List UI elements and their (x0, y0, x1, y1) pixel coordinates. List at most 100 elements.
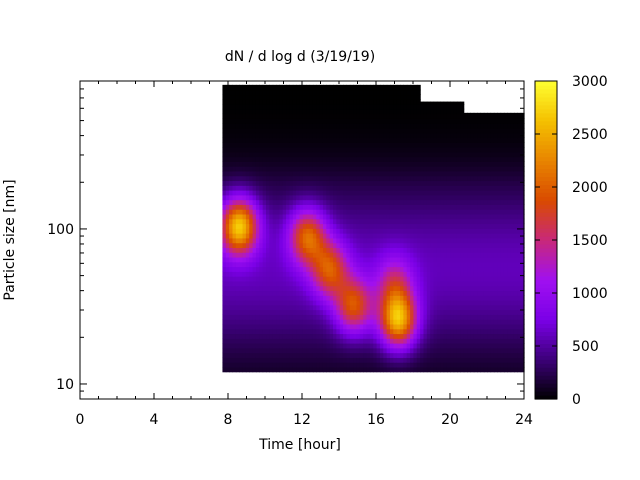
heatmap-cell (500, 175, 505, 182)
heatmap-cell (440, 161, 445, 167)
heatmap-cell (319, 151, 324, 158)
heatmap-cell (222, 285, 227, 292)
heatmap-cell (312, 319, 317, 325)
heatmap-cell (336, 127, 341, 134)
heatmap-cell (420, 343, 425, 349)
heatmap-cell (349, 166, 354, 172)
heatmap-cell (319, 127, 324, 134)
heatmap-cell (480, 112, 485, 115)
heatmap-cell (343, 151, 348, 158)
heatmap-cell (286, 280, 291, 287)
heatmap-cell (456, 323, 461, 330)
heatmap-cell (363, 343, 368, 349)
heatmap-cell (487, 137, 492, 143)
heatmap-cell (262, 123, 267, 129)
heatmap-cell (356, 242, 361, 248)
heatmap-cell (356, 94, 361, 100)
heatmap-cell (369, 209, 374, 215)
heatmap-cell (302, 156, 307, 162)
heatmap-cell (349, 357, 354, 363)
heatmap-cell (259, 108, 264, 115)
heatmap-cell (269, 132, 274, 139)
heatmap-cell (436, 190, 441, 196)
heatmap-cell (493, 261, 498, 268)
heatmap-cell (413, 256, 418, 263)
heatmap-cell (416, 142, 421, 148)
heatmap-cell (406, 137, 411, 143)
heatmap-cell (245, 84, 250, 91)
heatmap-cell (269, 256, 274, 263)
heatmap-cell (266, 299, 270, 306)
heatmap-cell (269, 362, 274, 368)
heatmap-cell (500, 247, 505, 253)
heatmap-cell (353, 175, 358, 182)
heatmap-cell (255, 333, 260, 339)
heatmap-cell (426, 314, 431, 320)
heatmap-cell (272, 84, 277, 91)
heatmap-cell (400, 276, 404, 282)
heatmap-cell (403, 328, 408, 335)
heatmap-cell (396, 142, 401, 148)
heatmap-cell (336, 347, 341, 354)
heatmap-cell (386, 299, 391, 306)
heatmap-cell (383, 314, 388, 320)
heatmap-cell (389, 276, 394, 282)
heatmap-cell (416, 99, 421, 105)
heatmap-cell (343, 185, 348, 191)
heatmap-cell (440, 299, 445, 306)
heatmap-cell (279, 108, 284, 115)
heatmap-cell (430, 127, 435, 134)
heatmap-cell (333, 252, 337, 258)
heatmap-cell (386, 347, 391, 354)
heatmap-cell (413, 132, 418, 139)
heatmap-cell (423, 362, 428, 368)
heatmap-cell (363, 237, 368, 244)
heatmap-cell (497, 142, 502, 148)
heatmap-cell (339, 170, 344, 177)
heatmap-cell (339, 328, 344, 335)
heatmap-cell (289, 170, 294, 177)
heatmap-cell (319, 328, 324, 335)
heatmap-cell (450, 237, 455, 244)
heatmap-cell (430, 285, 435, 292)
heatmap-cell (393, 295, 398, 301)
heatmap-cell (282, 295, 287, 301)
heatmap-cell (239, 199, 244, 205)
heatmap-cell (286, 290, 291, 296)
heatmap-cell (336, 256, 341, 263)
heatmap-cell (503, 151, 508, 158)
heatmap-cell (467, 213, 471, 220)
heatmap-cell (235, 175, 240, 182)
heatmap-cell (400, 94, 404, 100)
heatmap-cell (386, 266, 391, 272)
heatmap-cell (386, 161, 391, 167)
heatmap-cell (463, 362, 468, 368)
heatmap-cell (463, 151, 468, 158)
heatmap-cell (249, 228, 254, 234)
heatmap-cell (239, 99, 244, 105)
heatmap-cell (467, 242, 471, 248)
heatmap-cell (406, 175, 411, 182)
heatmap-cell (406, 290, 411, 296)
heatmap-cell (349, 314, 354, 320)
heatmap-cell (279, 223, 284, 229)
heatmap-cell (225, 204, 230, 210)
heatmap-cell (329, 99, 334, 105)
heatmap-cell (222, 89, 227, 96)
heatmap-cell (316, 213, 321, 220)
heatmap-cell (239, 156, 244, 162)
heatmap-cell (463, 347, 468, 354)
heatmap-cell (490, 366, 495, 373)
heatmap-cell (312, 180, 317, 186)
heatmap-cell (336, 333, 341, 339)
heatmap-cell (487, 347, 492, 354)
heatmap-cell (366, 108, 371, 115)
heatmap-cell (255, 256, 260, 263)
heatmap-cell (262, 84, 267, 91)
heatmap-cell (480, 276, 485, 282)
heatmap-cell (379, 309, 384, 315)
heatmap-cell (259, 218, 264, 225)
heatmap-cell (450, 366, 455, 373)
heatmap-cell (393, 218, 398, 225)
heatmap-cell (356, 161, 361, 167)
